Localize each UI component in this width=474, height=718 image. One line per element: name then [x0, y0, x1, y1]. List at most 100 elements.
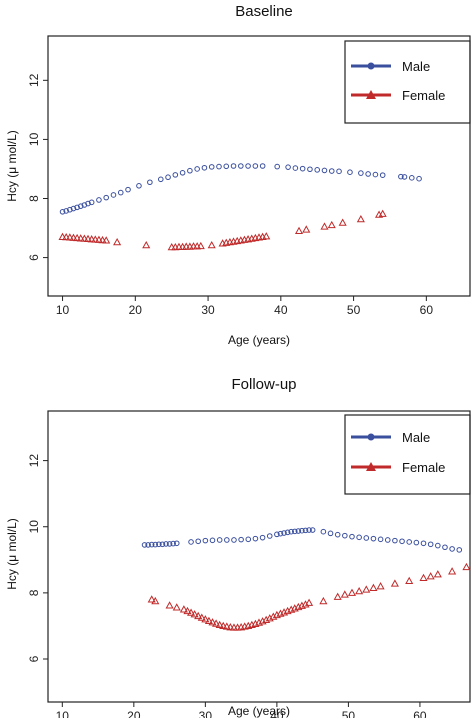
male-data-point [292, 165, 299, 171]
male-data-point [188, 539, 194, 545]
legend-box [344, 414, 471, 495]
female-data-point [305, 598, 314, 606]
male-data-point [152, 541, 159, 548]
male-data-point [259, 163, 266, 169]
legend-male-marker [367, 433, 375, 441]
female-data-point [196, 241, 205, 250]
female-data-point [194, 611, 203, 620]
female-data-point [172, 603, 181, 611]
female-data-point [65, 233, 74, 241]
male-data-point [320, 528, 327, 535]
x-axis-label: Age (years) [228, 333, 290, 347]
male-data-point [165, 174, 171, 181]
legend-male-label: Male [402, 59, 430, 74]
male-data-point [427, 541, 434, 548]
male-data-point [392, 537, 398, 544]
male-data-point [252, 163, 259, 169]
female-data-point [355, 586, 364, 595]
y-axis: 6 8 10 12 [27, 73, 48, 261]
male-data-point [408, 175, 415, 181]
female-data-point [448, 567, 457, 575]
male-data-point [413, 539, 420, 546]
male-data-point [147, 179, 153, 186]
male-data-point [284, 529, 291, 536]
male-data-point [67, 206, 73, 213]
female-data-point [369, 583, 378, 591]
legend-female-label: Female [402, 460, 445, 475]
male-data-point [59, 208, 66, 215]
male-data-point [209, 537, 216, 544]
male-data-point [259, 534, 266, 541]
female-data-point [76, 234, 85, 242]
male-data-point [363, 535, 370, 541]
male-data-point [377, 536, 384, 543]
male-data-point [379, 172, 386, 178]
male-data-point [245, 536, 252, 543]
female-data-point [219, 621, 228, 630]
male-data-point [370, 535, 377, 542]
male-data-point [372, 171, 379, 178]
x-tick-label: 30 [199, 709, 213, 718]
series-female [147, 562, 471, 631]
legend-female-label: Female [402, 88, 445, 103]
female-data-point [338, 218, 347, 226]
female-data-point [390, 579, 399, 587]
female-data-point [222, 622, 231, 630]
female-data-point [215, 620, 224, 629]
male-data-point [224, 537, 230, 543]
male-data-point [274, 163, 280, 170]
female-data-point [327, 220, 336, 229]
female-data-point [151, 596, 160, 605]
male-data-point [398, 173, 404, 180]
chart-title: Follow-up [231, 376, 296, 393]
male-data-point [435, 542, 441, 549]
male-data-point [74, 204, 80, 211]
x-tick-label: 10 [56, 303, 70, 317]
male-data-point [309, 527, 316, 533]
male-data-point [195, 538, 202, 545]
chart-title: Baseline [235, 3, 293, 20]
female-data-point [62, 232, 71, 241]
female-data-point [147, 595, 156, 603]
female-data-point [419, 573, 428, 582]
male-data-point [245, 163, 251, 169]
plot-frame [47, 35, 471, 297]
male-data-point [194, 166, 200, 172]
male-data-point [63, 208, 69, 214]
plot-frame [47, 410, 471, 703]
female-data-point [80, 234, 89, 242]
legend-box [344, 40, 471, 124]
male-data-point [202, 537, 209, 544]
female-data-point [83, 234, 93, 243]
baseline-chart: Baseline 10 20 30 40 50 60 6 8 10 12 Age (years)… [5, 3, 471, 347]
male-data-point [88, 199, 95, 206]
male-data-point [252, 535, 259, 542]
female-data-point [302, 225, 311, 233]
male-data-point [401, 174, 408, 180]
legend: Male Female [344, 40, 471, 124]
male-data-point [347, 169, 353, 176]
female-data-point [426, 572, 435, 580]
male-data-point [77, 203, 84, 209]
female-data-point [201, 615, 210, 623]
female-data-point [347, 588, 357, 596]
male-data-point [449, 546, 455, 552]
male-data-point [156, 541, 162, 548]
legend: Male Female [344, 414, 471, 495]
male-data-point [336, 168, 342, 175]
male-data-point [163, 541, 169, 547]
male-data-point [96, 197, 102, 203]
follow-up-chart: Follow-up 10 20 30 40 50 60 6 8 10 12 Age (years… [5, 376, 471, 718]
y-tick-label: 6 [27, 254, 41, 261]
male-data-point [274, 531, 280, 538]
male-data-point [328, 168, 335, 174]
x-tick-label: 60 [420, 303, 434, 317]
female-data-point [197, 613, 206, 621]
y-tick-label: 10 [27, 520, 41, 534]
female-data-point [433, 570, 442, 578]
legend-female-marker [366, 90, 376, 99]
male-data-point [291, 528, 298, 535]
series-female [58, 209, 387, 251]
male-data-point [136, 182, 142, 189]
x-tick-label: 10 [56, 709, 70, 718]
